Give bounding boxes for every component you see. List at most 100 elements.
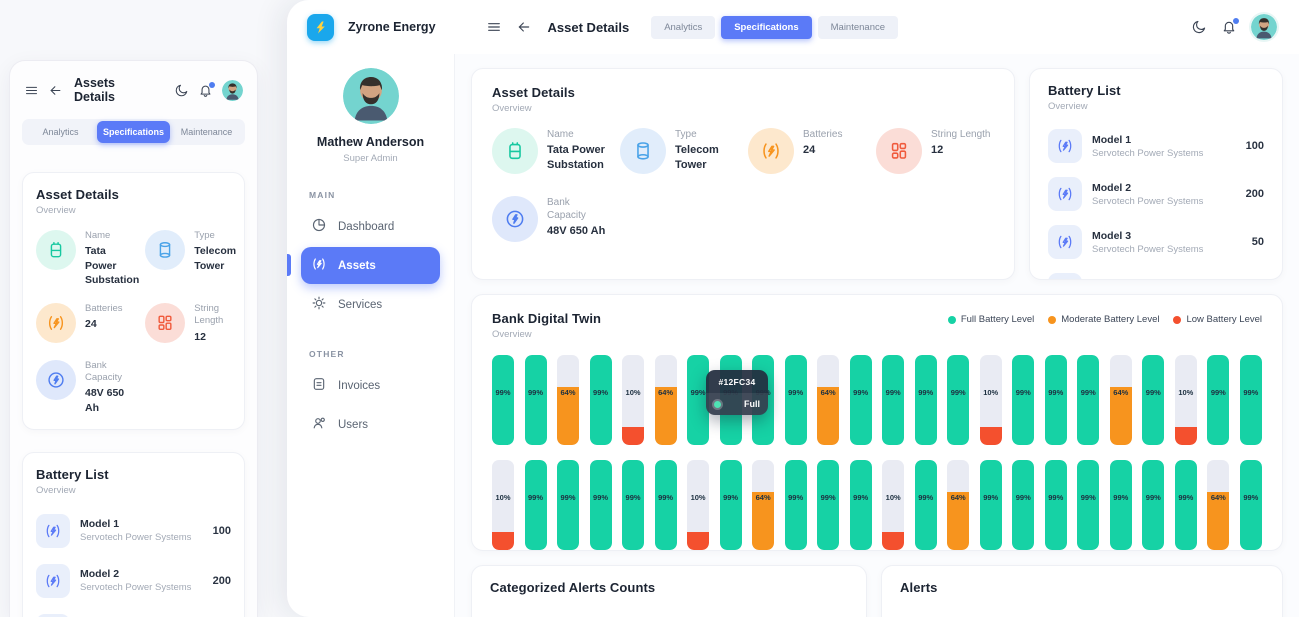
battery-cell[interactable]: 64% — [654, 355, 677, 445]
battery-cell[interactable]: 64% — [1207, 460, 1230, 550]
dark-mode-icon[interactable] — [174, 83, 189, 98]
battery-cell[interactable]: 10% — [1174, 355, 1197, 445]
battery-cell[interactable]: 99% — [1044, 460, 1067, 550]
battery-cell[interactable]: 10% — [492, 460, 514, 550]
battery-cell[interactable]: 99% — [719, 460, 742, 550]
battery-cell[interactable]: 10% — [687, 460, 710, 550]
battery-cell[interactable]: 99% — [687, 355, 710, 445]
battery-grid: #12FC34 Full 99%99%64%99%10%64%99%99%99%… — [492, 355, 1262, 550]
battery-cell[interactable]: 99% — [654, 460, 677, 550]
back-icon[interactable] — [48, 83, 63, 98]
battery-cell[interactable]: 99% — [914, 460, 937, 550]
sidebar-item-invoices[interactable]: Invoices — [301, 367, 440, 404]
stat-label: String Length — [931, 129, 991, 140]
battery-cell[interactable]: 10% — [979, 355, 1002, 445]
tab-analytics[interactable]: Analytics — [42, 127, 79, 137]
battery-percent-label: 99% — [690, 388, 706, 398]
users-icon — [311, 415, 327, 434]
battery-cell[interactable]: 99% — [979, 460, 1002, 550]
battery-cell[interactable]: 99% — [524, 355, 547, 445]
battery-fill — [979, 460, 1002, 550]
battery-cell[interactable]: 99% — [817, 460, 840, 550]
tab-specifications[interactable]: Specifications — [97, 121, 170, 143]
battery-cell[interactable]: 99% — [1044, 355, 1067, 445]
battery-cell[interactable]: 99% — [784, 355, 807, 445]
card-title: Bank Digital Twin — [492, 311, 602, 326]
battery-cell[interactable]: 99% — [1109, 460, 1132, 550]
tab-specifications[interactable]: Specifications — [721, 15, 812, 39]
battery-list-item[interactable]: Model 2 Servotech Power Systems 200 — [36, 556, 231, 606]
battery-cell[interactable]: 10% — [882, 460, 905, 550]
tower-icon — [145, 230, 186, 270]
battery-percent-label: 99% — [1178, 493, 1194, 503]
battery-list-item[interactable]: Model 1 Servotech Power Systems 100 — [1048, 122, 1264, 170]
battery-cell[interactable]: 99% — [914, 355, 937, 445]
battery-cell[interactable]: 99% — [524, 460, 547, 550]
notifications-icon[interactable] — [198, 81, 215, 98]
battery-cell[interactable]: 99% — [589, 460, 612, 550]
battery-cell[interactable]: 64% — [1109, 355, 1132, 445]
notifications-icon[interactable] — [1221, 18, 1239, 35]
battery-cell[interactable]: 99% — [1142, 355, 1165, 445]
battery-cell[interactable]: 99% — [1142, 460, 1165, 550]
battery-cell[interactable]: 99% — [622, 460, 645, 550]
sidebar-item-dashboard[interactable]: Dashboard — [301, 208, 440, 245]
battery-percent-label: 99% — [723, 493, 739, 503]
battery-cell[interactable]: 99% — [882, 355, 905, 445]
battery-cell[interactable]: 99% — [1077, 355, 1100, 445]
tab-analytics[interactable]: Analytics — [651, 15, 716, 39]
battery-fill — [1012, 355, 1035, 445]
battery-cell[interactable]: 99% — [1239, 460, 1262, 550]
battery-cell[interactable]: 99% — [589, 355, 612, 445]
battery-cell[interactable]: 99% — [1174, 460, 1197, 550]
battery-vendor: Servotech Power Systems — [1092, 147, 1204, 159]
avatar[interactable] — [222, 79, 243, 101]
battery-cell[interactable]: 64% — [557, 355, 580, 445]
legend-label: Moderate Battery Level — [1061, 314, 1160, 325]
battery-cell[interactable]: 99% — [1207, 355, 1230, 445]
battery-cell[interactable]: 99% — [849, 460, 872, 550]
card-title: Alerts — [900, 580, 938, 595]
brand-logo-icon[interactable] — [307, 13, 334, 41]
menu-icon[interactable] — [24, 83, 39, 98]
battery-cell[interactable]: 99% — [849, 355, 872, 445]
dark-mode-icon[interactable] — [1191, 19, 1207, 35]
stat-text: String Length 12 — [194, 303, 236, 344]
battery-cell[interactable]: 99% — [492, 355, 514, 445]
battery-percent-label: 99% — [1015, 493, 1031, 503]
battery-list-item[interactable]: Model 1 Servotech Power Systems 100 — [36, 506, 231, 556]
sidebar-item-services[interactable]: Services — [301, 286, 440, 323]
tab-maintenance[interactable]: Maintenance — [180, 127, 233, 137]
user-avatar[interactable] — [342, 68, 399, 124]
battery-list-item[interactable]: Model 2 Servotech Power Systems 200 — [1048, 170, 1264, 218]
battery-percent-label: 99% — [950, 388, 966, 398]
stat-label: Name — [85, 230, 111, 241]
legend-label: Low Battery Level — [1186, 314, 1262, 325]
battery-cell[interactable]: 10% — [622, 355, 645, 445]
battery-cell[interactable]: 64% — [817, 355, 840, 445]
battery-cell[interactable]: 99% — [1077, 460, 1100, 550]
battery-cell[interactable]: 99% — [947, 355, 970, 445]
battery-percent-label: 64% — [560, 388, 576, 398]
card-title: Battery List — [1048, 83, 1121, 98]
battery-percent-label: 99% — [1243, 493, 1259, 503]
back-icon[interactable] — [516, 19, 532, 35]
battery-cell[interactable]: 99% — [557, 460, 580, 550]
sidebar-item-users[interactable]: Users — [301, 406, 440, 443]
sidebar-item-assets[interactable]: Assets — [287, 247, 440, 284]
battery-cell[interactable]: 64% — [752, 460, 775, 550]
battery-bolt-icon — [748, 128, 794, 174]
battery-cell[interactable]: 99% — [1012, 355, 1035, 445]
battery-cell[interactable]: 64% — [947, 460, 970, 550]
battery-cell[interactable]: 99% — [784, 460, 807, 550]
battery-cell[interactable]: 99% — [1239, 355, 1262, 445]
avatar[interactable] — [1251, 14, 1277, 40]
menu-icon[interactable] — [486, 19, 502, 35]
main-content: Asset Details Overview Name Tata Power Su… — [455, 54, 1299, 617]
invoices-icon — [311, 376, 327, 395]
battery-cell[interactable]: 99% — [1012, 460, 1035, 550]
tab-maintenance[interactable]: Maintenance — [817, 15, 899, 39]
